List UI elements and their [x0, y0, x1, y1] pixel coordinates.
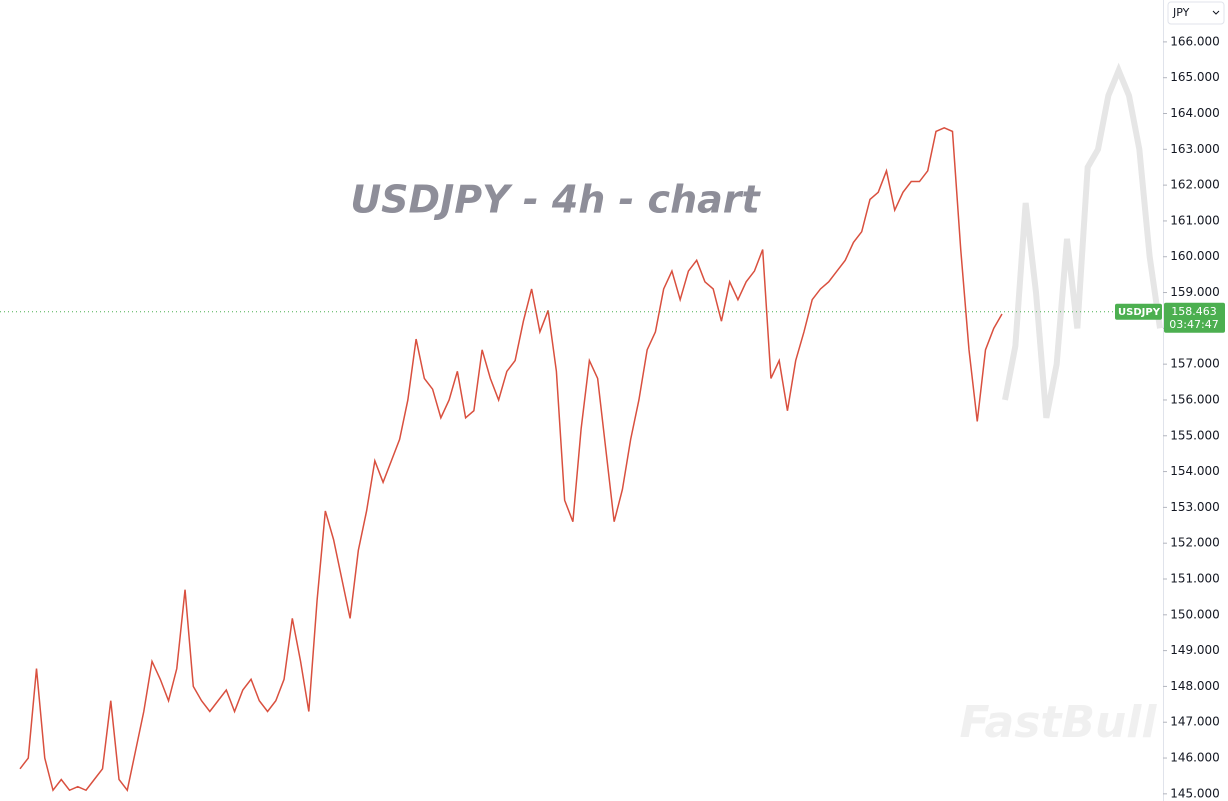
- countdown-label: 03:47:47: [1169, 318, 1218, 331]
- dropdown-arrow: [1212, 10, 1220, 15]
- price-line: [19, 127, 1003, 793]
- y-tick-label: 162.000: [1170, 178, 1220, 192]
- y-tick-label: 157.000: [1170, 357, 1220, 371]
- y-tick-label: 166.000: [1170, 34, 1220, 48]
- y-tick-label: 151.000: [1170, 571, 1220, 585]
- chart-title: USDJPY - 4h - chart: [350, 178, 761, 222]
- currency-dropdown[interactable]: [1167, 1, 1225, 25]
- y-tick-label: 153.000: [1170, 500, 1220, 514]
- y-tick-label: 152.000: [1170, 536, 1220, 550]
- y-tick-label: 155.000: [1170, 428, 1220, 442]
- y-tick-label: 150.000: [1170, 607, 1220, 621]
- last-price-label: 158.463: [1171, 305, 1217, 318]
- symbol-tag: [1115, 303, 1162, 320]
- y-tick-label: 154.000: [1170, 464, 1220, 478]
- y-tick-label: 147.000: [1170, 715, 1220, 729]
- projection-line: [1002, 62, 1163, 419]
- y-tick-label: 161.000: [1170, 213, 1220, 227]
- y-tick-label: 165.000: [1170, 70, 1220, 84]
- symbol-label: USDJPY: [1118, 307, 1161, 318]
- y-tick-label: 159.000: [1170, 285, 1220, 299]
- y-tick-label: 149.000: [1170, 643, 1220, 657]
- y-tick-label: 164.000: [1170, 106, 1220, 120]
- y-tick-label: 146.000: [1170, 751, 1220, 765]
- y-tick-label: 156.000: [1170, 392, 1220, 406]
- y-tick-label: 148.000: [1170, 679, 1220, 693]
- y-tick-label: 160.000: [1170, 249, 1220, 263]
- currency-label[interactable]: JPY: [1172, 6, 1190, 19]
- watermark: FastBull: [960, 697, 1158, 748]
- y-tick-label: 163.000: [1170, 142, 1220, 156]
- price-tag: [1164, 302, 1225, 333]
- y-tick-label: 145.000: [1170, 786, 1220, 800]
